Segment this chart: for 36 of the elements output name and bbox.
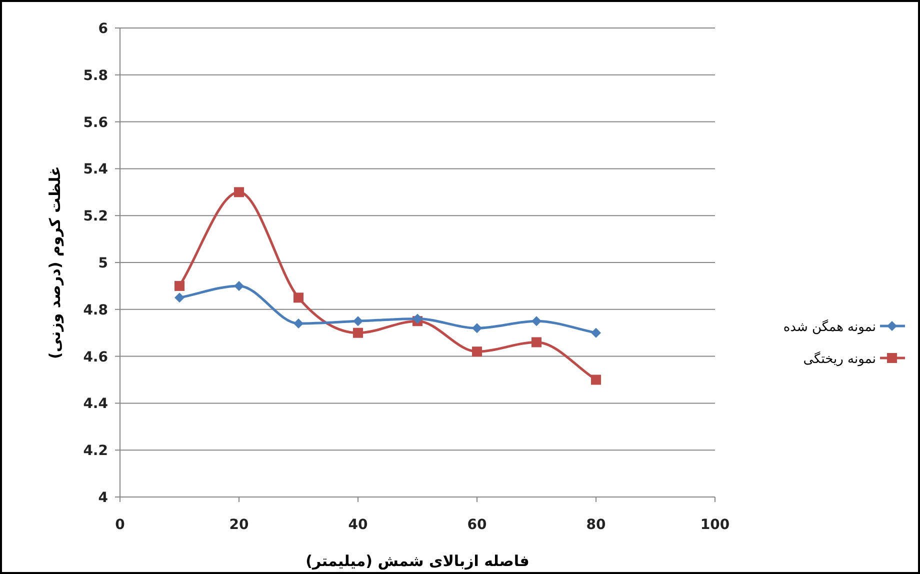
y-tick-label: 5.8: [83, 68, 108, 84]
x-tick-label: 100: [700, 517, 730, 533]
point: [472, 346, 482, 357]
x-tick-label: 60: [467, 517, 487, 533]
point: [294, 318, 304, 328]
point: [532, 316, 542, 326]
point: [294, 292, 304, 303]
y-tick-label: 5.4: [83, 162, 108, 178]
x-axis-title: فاصله ازبالای شمش (میلیمتر): [306, 552, 530, 570]
x-tick-label: 0: [115, 517, 126, 533]
y-tick-label: 6: [98, 21, 108, 37]
y-tick-label: 4.8: [83, 302, 108, 318]
y-tick-label: 4: [98, 490, 108, 506]
point: [591, 328, 601, 338]
y-axis-title: غلظت کروم (درصد وزنی): [46, 166, 64, 359]
x-tick-label: 20: [229, 517, 249, 533]
point: [412, 314, 422, 324]
point: [174, 292, 184, 303]
x-tick-label: 40: [348, 517, 368, 533]
legend-label: نمونه همگن شده: [783, 319, 876, 335]
point: [591, 374, 601, 385]
y-tick-label: 4.2: [83, 443, 108, 460]
y-tick-label: 4.6: [83, 349, 108, 366]
y-tick-label: 5.6: [83, 114, 108, 131]
legend-label: نمونه ریختگی: [803, 351, 876, 367]
point: [234, 187, 244, 198]
point: [353, 316, 363, 326]
y-tick-label: 4.4: [83, 396, 108, 412]
point: [472, 323, 482, 334]
point: [532, 337, 542, 348]
point: [353, 328, 363, 338]
x-tick-label: 80: [586, 517, 606, 533]
y-tick-label: 5.2: [83, 208, 108, 225]
y-tick-label: 5: [98, 256, 108, 272]
point: [174, 280, 184, 291]
point: [234, 280, 244, 291]
